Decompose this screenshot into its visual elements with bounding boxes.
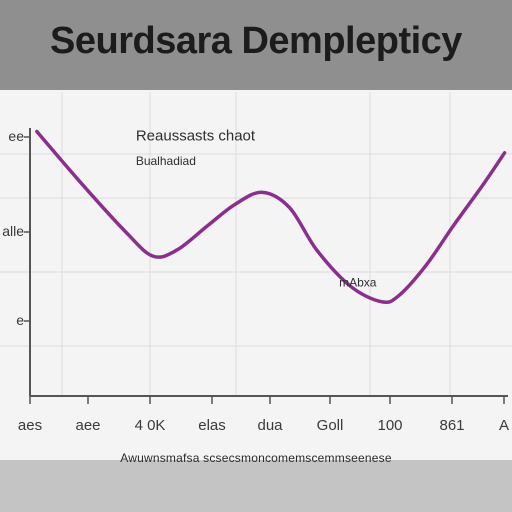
chart-annotation: Reaussasts chaot bbox=[136, 128, 256, 145]
x-tick-label: 861 bbox=[439, 417, 464, 434]
series-line bbox=[35, 129, 507, 305]
grid-lines bbox=[0, 92, 512, 396]
y-tick-label: alle bbox=[2, 223, 24, 239]
x-tick-label: dua bbox=[257, 417, 283, 434]
footer-bar bbox=[0, 460, 512, 512]
series-layer bbox=[35, 129, 507, 305]
y-tick-label: e bbox=[16, 312, 24, 328]
x-tick-label: 4 0K bbox=[135, 417, 166, 434]
x-tick-label: elas bbox=[198, 417, 226, 434]
chart-annotation: mAbxa bbox=[339, 276, 377, 290]
chart-annotation: Bualhadiad bbox=[136, 154, 196, 168]
x-tick-label: Goll bbox=[317, 417, 344, 434]
page-title: Seurdsara Demplepticy bbox=[50, 20, 462, 62]
footer-caption: Awuwnsmafsa scsecsmoncomemscemmseenese bbox=[120, 451, 392, 465]
chart-panel bbox=[0, 90, 512, 460]
chart-labels: aes aee 4 0K elas dua Goll 100 861 Aee alle e Reaus… bbox=[2, 128, 509, 434]
x-tick-label: A bbox=[499, 417, 509, 434]
y-tick-label: ee bbox=[8, 128, 24, 144]
chart-axes bbox=[24, 128, 508, 404]
x-tick-label: aes bbox=[18, 417, 42, 434]
header-bar bbox=[0, 0, 512, 90]
x-tick-label: aee bbox=[75, 417, 100, 434]
x-tick-label: 100 bbox=[377, 417, 402, 434]
